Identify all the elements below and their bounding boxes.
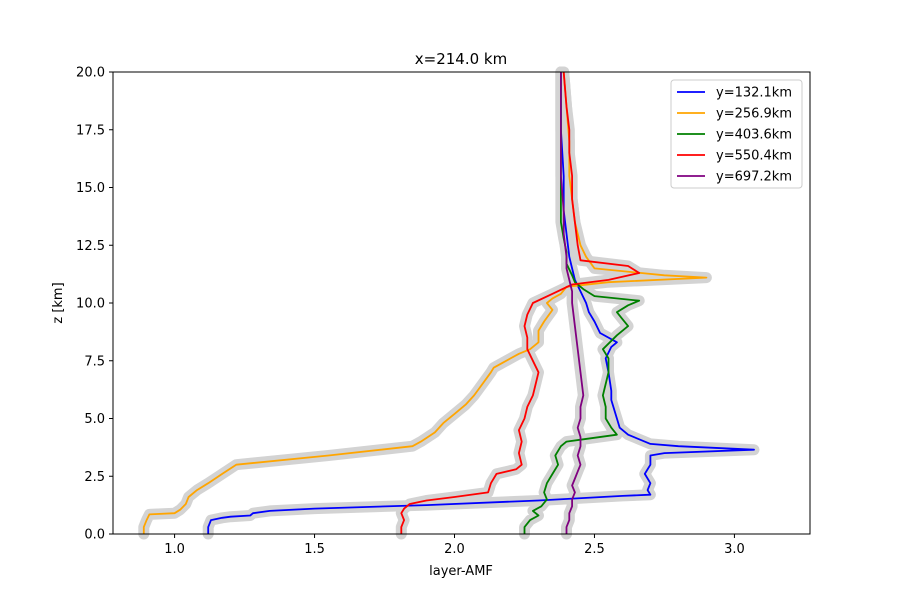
series-lines <box>142 71 755 534</box>
x-tick-label: 3.0 <box>724 542 745 557</box>
uncertainty-band-4 <box>395 66 645 540</box>
y-axis-label: z [km] <box>51 282 66 323</box>
x-tick-label: 1.0 <box>164 542 185 557</box>
legend-entry: y=550.4km <box>716 149 792 164</box>
legend-entry: y=256.9km <box>716 107 792 122</box>
legend-entry: y=403.6km <box>716 128 792 143</box>
series-line-5 <box>560 72 585 534</box>
x-axis-label: layer-AMF <box>429 564 493 579</box>
x-axis-ticks: 1.0 1.5 2.0 2.5 3.0 <box>164 534 745 557</box>
y-tick-label: 0.0 <box>84 528 105 543</box>
series-line-4 <box>400 71 641 534</box>
y-tick-label: 2.5 <box>84 470 105 485</box>
x-tick-label: 2.5 <box>584 542 605 557</box>
chart-title: x=214.0 km <box>415 50 507 68</box>
legend-entry: y=697.2km <box>716 170 792 185</box>
series-line-3 <box>523 72 641 534</box>
y-tick-label: 12.5 <box>76 239 105 254</box>
y-tick-label: 10.0 <box>76 297 105 312</box>
y-tick-label: 7.5 <box>84 354 105 369</box>
y-tick-label: 17.5 <box>76 123 105 138</box>
y-tick-label: 20.0 <box>76 66 105 81</box>
y-axis-ticks: 0.0 2.5 5.0 7.5 10.0 12.5 15.0 17.5 20.0 <box>76 66 113 543</box>
x-tick-label: 2.0 <box>444 542 465 557</box>
legend-entry: y=132.1km <box>716 86 792 101</box>
legend-box <box>670 79 803 189</box>
series-line-2 <box>142 71 708 534</box>
x-tick-label: 1.5 <box>304 542 325 557</box>
y-tick-label: 5.0 <box>84 412 105 427</box>
legend: y=132.1km y=256.9km y=403.6km y=550.4km y=69… <box>670 79 803 189</box>
y-tick-label: 15.0 <box>76 181 105 196</box>
